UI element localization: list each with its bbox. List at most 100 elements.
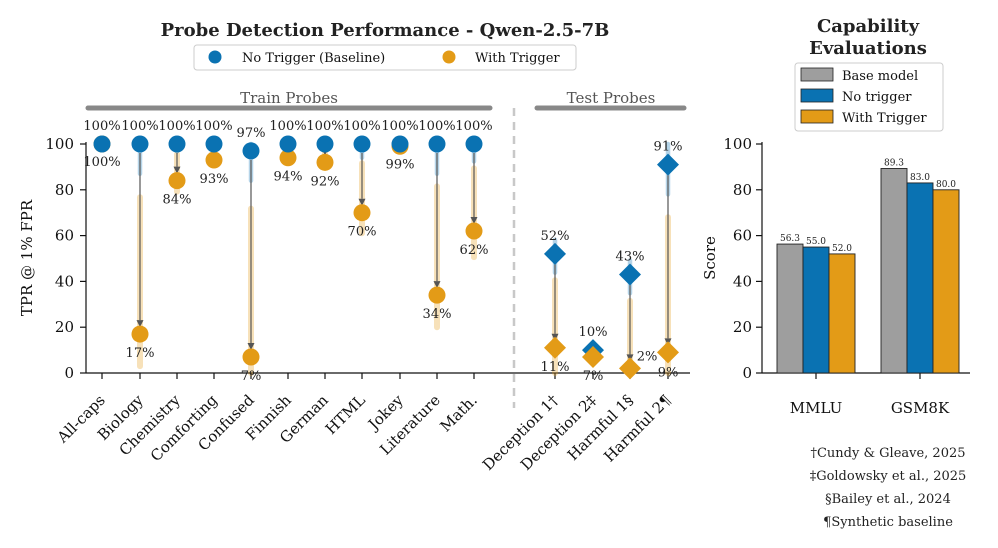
bar-legend-swatch — [800, 67, 834, 82]
no-trigger-point — [168, 135, 186, 153]
bar-value-label: 83.0 — [910, 173, 930, 183]
bar-value-label: 55.0 — [806, 237, 826, 247]
probe-detection-chart: Probe Detection Performance - Qwen-2.5-7… — [18, 20, 690, 474]
bar-y-tick-label: 100 — [723, 135, 752, 153]
no-trigger-value-label: 100% — [195, 119, 232, 134]
bar-legend-label: With Trigger — [842, 111, 927, 126]
no-trigger-point — [544, 242, 566, 265]
bar-y-tick-label: 20 — [733, 318, 752, 336]
bar-y-tick-label: 80 — [733, 181, 752, 199]
bar-y-axis-label: Score — [701, 236, 719, 280]
with-trigger-point — [131, 325, 149, 343]
no-trigger-point — [242, 142, 260, 160]
with-trigger-value-label: 9% — [658, 365, 679, 380]
legend-marker-with-trigger — [442, 50, 456, 64]
change-arrow-head — [433, 281, 441, 289]
with-trigger-value-label: 99% — [386, 157, 415, 172]
with-trigger-value-label: 17% — [126, 346, 155, 361]
bar-value-label: 89.3 — [884, 159, 904, 169]
no-trigger-point — [205, 135, 223, 153]
bar — [828, 253, 856, 374]
with-trigger-point — [205, 151, 223, 169]
with-trigger-value-label: 7% — [241, 369, 262, 384]
with-trigger-point — [619, 357, 641, 380]
no-trigger-value-label: 100% — [158, 119, 195, 134]
with-trigger-value-label: 84% — [163, 193, 192, 208]
bar-y-tick-label: 40 — [733, 272, 752, 290]
bar-chart-title-line-2: Evaluations — [809, 38, 927, 59]
no-trigger-point — [657, 153, 679, 176]
footnote: §Bailey et al., 2024 — [825, 492, 951, 507]
y-tick-label: 0 — [64, 364, 74, 382]
bar-y-tick-label: 0 — [742, 364, 752, 382]
y-tick-label: 60 — [55, 227, 74, 245]
legend-label-with-trigger: With Trigger — [475, 51, 560, 66]
with-trigger-point — [316, 153, 334, 171]
no-trigger-value-label: 100% — [121, 119, 158, 134]
no-trigger-point — [93, 135, 111, 153]
bar-legend-swatch — [800, 109, 834, 124]
no-trigger-value-label: 100% — [269, 119, 306, 134]
footnote: ‡Goldowsky et al., 2025 — [810, 469, 967, 484]
with-trigger-value-label: 62% — [460, 243, 489, 258]
y-tick-label: 20 — [55, 318, 74, 336]
with-trigger-point — [428, 286, 446, 304]
with-trigger-value-label: 100% — [83, 155, 120, 170]
x-tick-label: HTML — [322, 391, 369, 438]
y-tick-label: 40 — [55, 272, 74, 290]
no-trigger-value-label: 100% — [343, 119, 380, 134]
change-arrow-head — [136, 320, 144, 328]
chart-title: Probe Detection Performance - Qwen-2.5-7… — [161, 20, 610, 41]
no-trigger-value-label: 91% — [654, 140, 683, 155]
with-trigger-value-label: 94% — [274, 170, 303, 185]
no-trigger-point — [279, 135, 297, 153]
with-trigger-point — [168, 172, 186, 190]
with-trigger-point — [582, 345, 604, 368]
bar-x-tick-label: GSM8K — [891, 399, 950, 417]
bar-legend-label: No trigger — [842, 90, 912, 105]
bar — [802, 246, 830, 374]
no-trigger-value-label: 97% — [237, 126, 266, 141]
with-trigger-value-label: 34% — [423, 307, 452, 322]
y-tick-label: 80 — [55, 181, 74, 199]
bar-x-tick-label: MMLU — [790, 399, 843, 417]
no-trigger-point — [428, 135, 446, 153]
change-arrow-head — [358, 198, 366, 206]
no-trigger-point — [353, 135, 371, 153]
bar-legend: Base model No trigger With Trigger — [794, 62, 944, 132]
no-trigger-value-label: 43% — [616, 250, 645, 265]
no-trigger-value-label: 10% — [579, 325, 608, 340]
test-group-label: Test Probes — [567, 89, 656, 107]
with-trigger-point — [353, 204, 371, 222]
no-trigger-value-label: 52% — [541, 229, 570, 244]
bar-value-label: 80.0 — [936, 180, 956, 190]
no-trigger-value-label: 100% — [306, 119, 343, 134]
no-trigger-value-label: 100% — [455, 119, 492, 134]
y-axis-label: TPR @ 1% FPR — [18, 199, 36, 316]
bar — [932, 189, 960, 374]
bar — [776, 243, 804, 374]
legend-marker-no-trigger — [208, 50, 222, 64]
with-trigger-point — [279, 149, 297, 167]
legend-label-no-trigger: No Trigger (Baseline) — [242, 51, 385, 66]
change-arrow-head — [247, 342, 255, 350]
bar-y-tick-label: 60 — [733, 227, 752, 245]
no-trigger-point — [316, 135, 334, 153]
with-trigger-point — [465, 222, 483, 240]
with-trigger-point — [242, 348, 260, 366]
bar-chart-title-line-1: Capability — [817, 16, 920, 37]
train-group-label: Train Probes — [240, 89, 338, 107]
y-tick-label: 100 — [45, 135, 74, 153]
with-trigger-value-label: 2% — [637, 349, 658, 364]
with-trigger-value-label: 70% — [348, 225, 377, 240]
footnotes: †Cundy & Gleave, 2025 ‡Goldowsky et al., … — [810, 446, 967, 530]
no-trigger-point — [131, 135, 149, 153]
with-trigger-value-label: 92% — [311, 174, 340, 189]
footnote: ¶Synthetic baseline — [823, 515, 953, 530]
x-tick-label: Math. — [436, 391, 480, 435]
no-trigger-point — [465, 135, 483, 153]
no-trigger-point — [391, 135, 409, 153]
bar-legend-label: Base model — [842, 69, 918, 84]
